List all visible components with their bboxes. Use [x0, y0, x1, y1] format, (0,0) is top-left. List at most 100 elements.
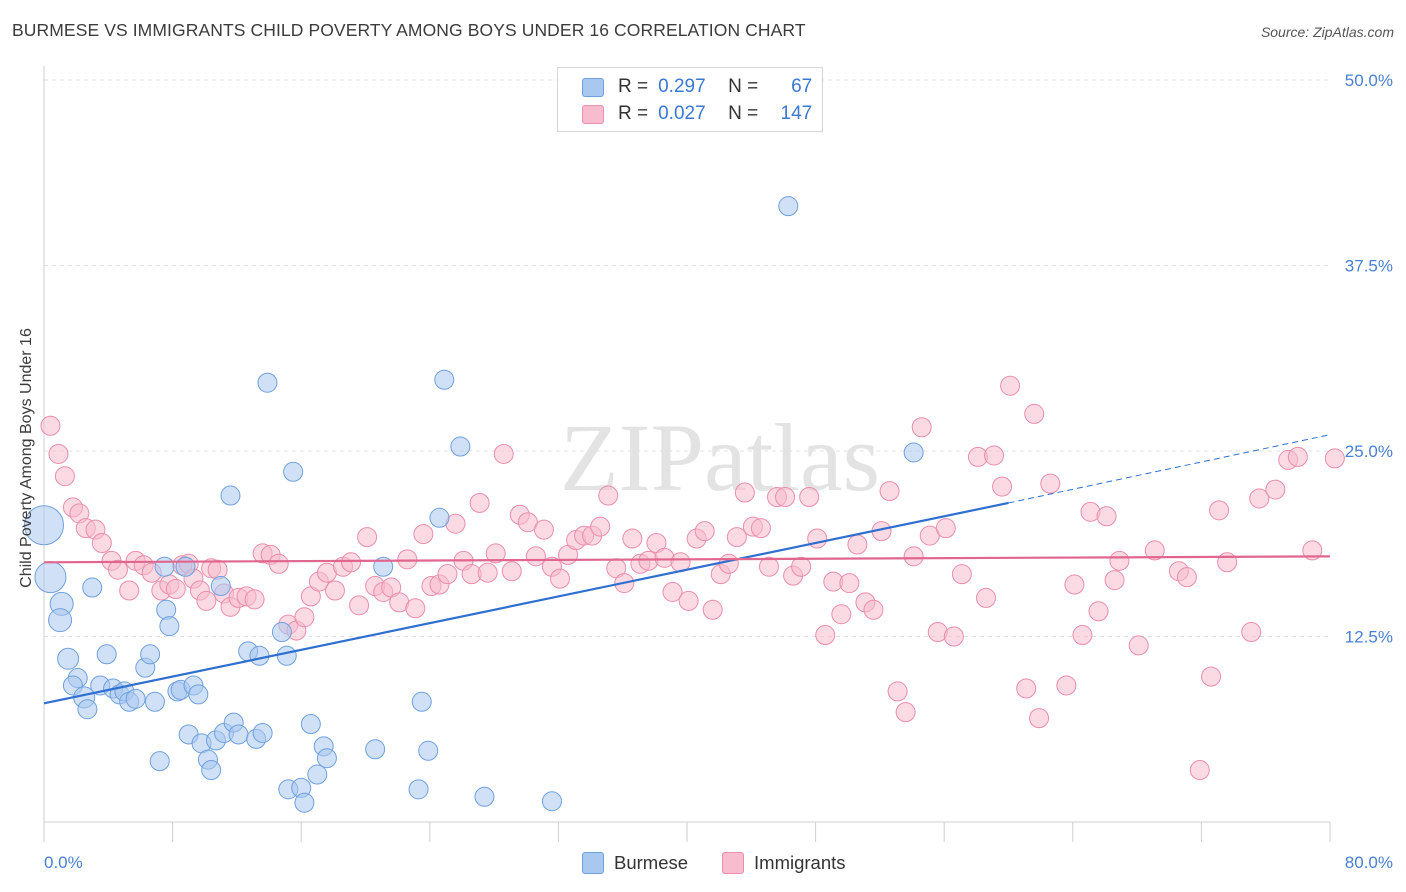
burmese-point [294, 792, 315, 813]
burmese-point [408, 779, 429, 800]
burmese-point [220, 485, 241, 506]
immigrants-point [207, 559, 228, 580]
immigrants-point [469, 492, 490, 513]
series-swatch-burmese [582, 852, 604, 874]
burmese-point [271, 622, 292, 643]
immigrants-point [437, 564, 458, 585]
immigrants-point [40, 415, 61, 436]
chart-title: BURMESE VS IMMIGRANTS CHILD POVERTY AMON… [12, 20, 806, 40]
immigrants-point [863, 599, 884, 620]
immigrants-point [1072, 625, 1093, 646]
immigrants-point [839, 573, 860, 594]
immigrants-point [879, 481, 900, 502]
immigrants-point [1189, 760, 1210, 781]
burmese-point [257, 372, 278, 393]
immigrants-point [341, 552, 362, 573]
immigrants-point [750, 518, 771, 539]
immigrants-point [268, 553, 289, 574]
immigrants-point [911, 417, 932, 438]
immigrants-point [550, 568, 571, 589]
immigrants-point [165, 579, 186, 600]
immigrants-point [1249, 488, 1270, 509]
immigrants-point [477, 562, 498, 583]
immigrants-point [1287, 446, 1308, 467]
immigrants-trend-line [43, 555, 1331, 564]
burmese-point [201, 760, 222, 781]
burmese-point [778, 196, 799, 217]
series-legend-immigrants[interactable]: Immigrants [722, 852, 846, 874]
immigrants-point [1000, 375, 1021, 396]
immigrants-point [975, 587, 996, 608]
y-axis-label: Child Poverty Among Boys Under 16 [18, 328, 35, 588]
immigrants-point [493, 443, 514, 464]
burmese-point [48, 608, 73, 633]
immigrants-point [799, 487, 820, 508]
legend-row-burmese: R = 0.297 N = 67 [582, 75, 812, 99]
immigrants-point [935, 518, 956, 539]
burmese-point [365, 739, 386, 760]
immigrants-point [244, 589, 265, 610]
x-tick-label: 80.0% [1345, 853, 1393, 872]
burmese-point [429, 507, 450, 528]
immigrants-point [1056, 675, 1077, 696]
immigrants-point [807, 528, 828, 549]
legend-swatch-immigrants [582, 104, 604, 124]
legend-n-value: 67 [791, 76, 813, 97]
immigrants-point [992, 476, 1013, 497]
burmese-point [300, 714, 321, 735]
burmese-point [140, 644, 161, 665]
y-tick-label: 37.5% [1345, 257, 1393, 276]
immigrants-point [501, 561, 522, 582]
burmese-point [34, 561, 67, 594]
immigrants-point [847, 534, 868, 555]
data-points [24, 196, 1345, 813]
immigrants-point [1176, 567, 1197, 588]
legend-n-label: N = [728, 76, 759, 97]
immigrants-point [294, 607, 315, 628]
immigrants-point [903, 546, 924, 567]
correlation-legend: R = 0.297 N = 67 R = 0.027 N = 147 [557, 67, 823, 132]
x-tick-label: 0.0% [44, 853, 83, 872]
immigrants-point [887, 681, 908, 702]
immigrants-point [590, 516, 611, 537]
immigrants-point [1016, 678, 1037, 699]
series-legend-burmese[interactable]: Burmese [582, 852, 688, 874]
grid [44, 79, 1330, 637]
immigrants-point [349, 595, 370, 616]
immigrants-point [107, 559, 128, 580]
burmese-trend-extension [1008, 434, 1331, 504]
immigrants-point [718, 553, 739, 574]
trend-lines [43, 434, 1331, 705]
immigrants-point [525, 546, 546, 567]
legend-r-label: R = [618, 103, 649, 124]
immigrants-point [413, 524, 434, 545]
series-label-burmese: Burmese [614, 852, 689, 873]
immigrants-point [831, 604, 852, 625]
legend-n-label: N = [728, 103, 759, 124]
burmese-point [450, 436, 471, 457]
immigrants-point [1324, 448, 1345, 469]
axes [43, 66, 1331, 842]
burmese-point [154, 556, 175, 577]
legend-r-label: R = [618, 76, 649, 97]
immigrants-point [405, 598, 426, 619]
immigrants-point [1096, 506, 1117, 527]
immigrants-point [1109, 550, 1130, 571]
burmese-point [210, 576, 231, 597]
immigrants-point [91, 533, 112, 554]
burmese-point [283, 461, 304, 482]
legend-swatch-burmese [582, 77, 604, 97]
immigrants-point [1265, 479, 1286, 500]
burmese-point [252, 722, 273, 743]
immigrants-point [1024, 403, 1045, 424]
burmese-point [156, 599, 177, 620]
burmese-point [541, 791, 562, 812]
immigrants-point [1040, 473, 1061, 494]
immigrants-point [1104, 570, 1125, 591]
immigrants-point [662, 581, 683, 602]
immigrants-point [775, 487, 796, 508]
legend-n-value: 147 [780, 103, 813, 124]
burmese-point [159, 616, 180, 637]
burmese-point [418, 740, 439, 761]
burmese-point [307, 764, 328, 785]
